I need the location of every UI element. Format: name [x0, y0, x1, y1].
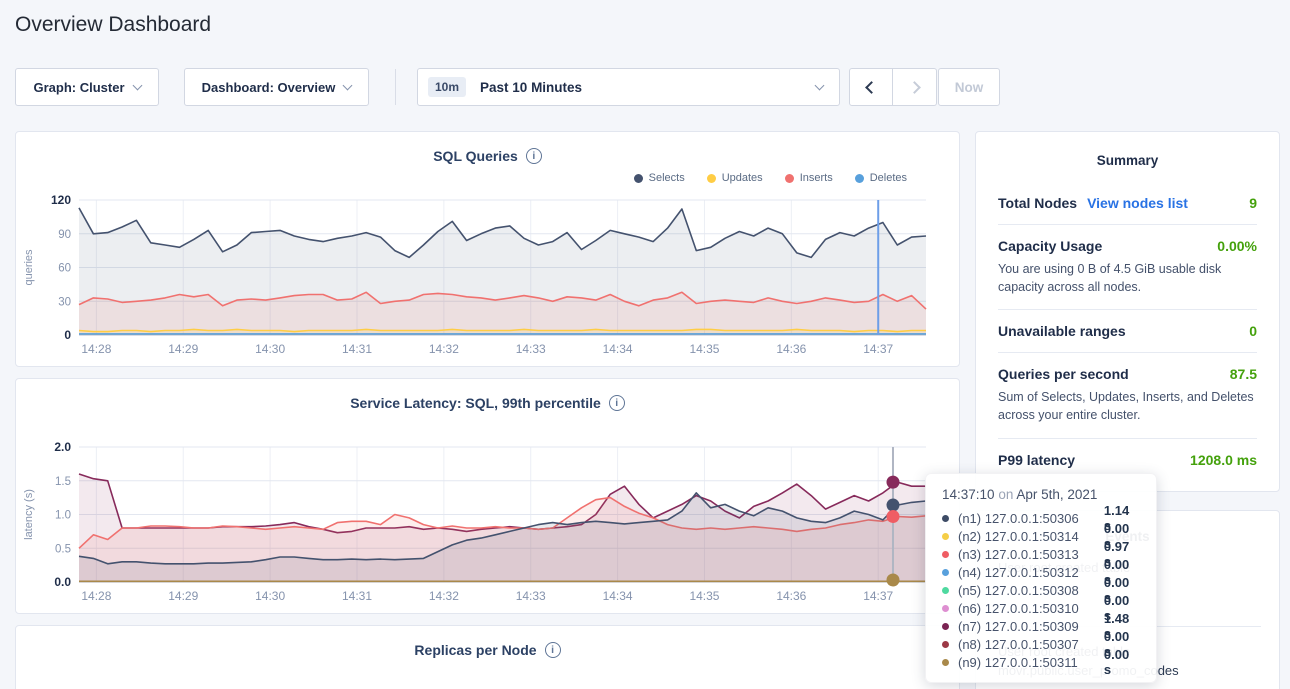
graph-scope-label: Graph: Cluster	[33, 80, 124, 95]
node-color-dot	[942, 623, 949, 630]
svg-text:14:37: 14:37	[863, 589, 893, 603]
node-color-dot	[942, 533, 949, 540]
time-range-badge: 10m	[428, 77, 466, 97]
graph-scope-dropdown[interactable]: Graph: Cluster	[15, 68, 159, 106]
info-icon[interactable]	[545, 642, 561, 658]
chevron-down-icon	[815, 80, 825, 90]
tooltip-on: on	[998, 487, 1013, 502]
svg-text:1.5: 1.5	[55, 476, 71, 488]
tooltip-timestamp: 14:37:10 on Apr 5th, 2021	[942, 487, 1140, 502]
capacity-description: You are using 0 B of 4.5 GiB usable disk…	[998, 260, 1257, 296]
svg-text:1.0: 1.0	[55, 510, 71, 522]
summary-row-qps: Queries per second 87.5 Sum of Selects, …	[998, 352, 1257, 437]
replicas-title-row: Replicas per Node	[16, 642, 959, 658]
node-color-dot	[942, 641, 949, 648]
qps-label: Queries per second	[998, 366, 1129, 382]
chevron-down-icon	[343, 80, 353, 90]
svg-text:0: 0	[64, 328, 71, 342]
svg-text:60: 60	[58, 263, 71, 275]
time-forward-button[interactable]	[893, 68, 937, 106]
dashboard-dropdown[interactable]: Dashboard: Overview	[184, 68, 369, 106]
summary-row-unavailable-ranges: Unavailable ranges 0	[998, 309, 1257, 352]
svg-text:14:34: 14:34	[603, 589, 633, 603]
total-nodes-label: Total Nodes	[998, 195, 1077, 211]
overview-dashboard-page: Overview Dashboard Graph: Cluster Dashbo…	[0, 0, 1290, 689]
svg-text:14:31: 14:31	[342, 342, 372, 356]
svg-text:30: 30	[58, 296, 71, 308]
tooltip-date: Apr 5th, 2021	[1016, 487, 1097, 502]
sql-queries-chart[interactable]: 14:28 14:29 14:30 14:31 14:32 14:33 14:34 14:35…	[16, 132, 961, 368]
svg-text:14:36: 14:36	[776, 342, 806, 356]
svg-text:14:30: 14:30	[255, 342, 285, 356]
time-range-selector[interactable]: 10m Past 10 Minutes	[417, 68, 840, 106]
svg-text:90: 90	[58, 229, 71, 241]
sql-queries-panel: SQL Queries Selects Updates Inserts Dele…	[15, 131, 960, 367]
svg-text:14:33: 14:33	[516, 342, 546, 356]
svg-text:0.5: 0.5	[55, 543, 71, 555]
node-color-dot	[942, 551, 949, 558]
svg-text:14:34: 14:34	[603, 342, 633, 356]
time-back-button[interactable]	[849, 68, 893, 106]
summary-heading: Summary	[976, 153, 1279, 168]
svg-text:14:36: 14:36	[776, 589, 806, 603]
qps-description: Sum of Selects, Updates, Inserts, and De…	[998, 388, 1257, 424]
svg-text:0.0: 0.0	[54, 575, 71, 589]
svg-text:14:32: 14:32	[429, 589, 459, 603]
chart-hover-tooltip: 14:37:10 on Apr 5th, 2021 (n1) 127.0.0.1…	[925, 473, 1157, 683]
time-range-label: Past 10 Minutes	[480, 80, 582, 95]
dashboard-label: Dashboard: Overview	[202, 80, 336, 95]
service-latency-panel: Service Latency: SQL, 99th percentile 14…	[15, 378, 960, 614]
node-color-dot	[942, 569, 949, 576]
tooltip-time: 14:37:10	[942, 487, 995, 502]
svg-text:14:28: 14:28	[81, 342, 111, 356]
node-color-dot	[942, 605, 949, 612]
svg-text:120: 120	[51, 193, 71, 207]
service-latency-chart[interactable]: 14:28 14:29 14:30 14:31 14:32 14:33 14:34 14:35…	[16, 379, 961, 615]
svg-text:14:32: 14:32	[429, 342, 459, 356]
summary-row-total-nodes: Total Nodes View nodes list 9	[998, 182, 1257, 224]
view-nodes-link[interactable]: View nodes list	[1087, 195, 1188, 211]
svg-text:queries: queries	[23, 249, 35, 286]
unavailable-ranges-value: 0	[1249, 323, 1257, 339]
svg-text:14:33: 14:33	[516, 589, 546, 603]
p99-latency-value: 1208.0 ms	[1190, 452, 1257, 468]
node-color-dot	[942, 515, 949, 522]
svg-text:14:35: 14:35	[689, 342, 719, 356]
svg-text:14:31: 14:31	[342, 589, 372, 603]
node-color-dot	[942, 587, 949, 594]
page-title: Overview Dashboard	[15, 13, 211, 37]
replicas-per-node-panel: Replicas per Node	[15, 625, 960, 689]
svg-text:14:37: 14:37	[863, 342, 893, 356]
chevron-down-icon	[132, 80, 142, 90]
svg-text:14:28: 14:28	[81, 589, 111, 603]
svg-text:14:29: 14:29	[168, 342, 198, 356]
time-nav-group	[849, 68, 937, 106]
chart-title: Replicas per Node	[414, 642, 536, 658]
qps-value: 87.5	[1230, 366, 1257, 382]
unavailable-ranges-label: Unavailable ranges	[998, 323, 1126, 339]
svg-text:14:29: 14:29	[168, 589, 198, 603]
p99-latency-label: P99 latency	[998, 452, 1075, 468]
svg-text:14:30: 14:30	[255, 589, 285, 603]
chevron-right-icon	[908, 81, 921, 94]
svg-text:2.0: 2.0	[54, 440, 71, 454]
svg-text:14:35: 14:35	[689, 589, 719, 603]
toolbar-divider	[395, 69, 396, 105]
summary-row-capacity: Capacity Usage 0.00% You are using 0 B o…	[998, 224, 1257, 309]
chevron-left-icon	[865, 81, 878, 94]
capacity-label: Capacity Usage	[998, 238, 1102, 254]
svg-text:latency (s): latency (s)	[23, 489, 35, 540]
total-nodes-value: 9	[1249, 195, 1257, 211]
node-color-dot	[942, 659, 949, 666]
tooltip-row: (n9) 127.0.0.1:503110.00 s	[942, 653, 1140, 671]
capacity-value: 0.00%	[1217, 238, 1257, 254]
now-button[interactable]: Now	[938, 68, 1000, 106]
summary-panel: Summary Total Nodes View nodes list 9 Ca…	[975, 131, 1280, 492]
